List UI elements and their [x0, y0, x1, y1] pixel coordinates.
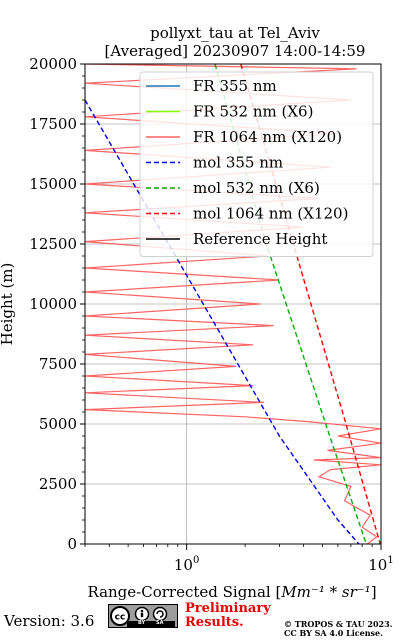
- legend-label: Reference Height: [193, 230, 327, 248]
- y-axis-label: Height (m): [0, 263, 16, 346]
- preliminary-line-2: Results.: [185, 615, 244, 630]
- cc-license-badge: cc BY SA: [108, 604, 178, 628]
- cc-icon: [110, 606, 130, 626]
- version-label: Version: 3.6: [4, 612, 95, 630]
- license-by-text: BY: [138, 620, 146, 626]
- share-alike-icon: [152, 606, 168, 622]
- copyright-line-2: CC BY SA 4.0 License.: [284, 628, 383, 638]
- series-mol-1064-nm-x120: [240, 64, 381, 544]
- legend-label: FR 532 nm (X6): [193, 103, 313, 121]
- legend-label: mol 1064 nm (X120): [193, 205, 348, 223]
- y-tick-label: 5000: [39, 415, 77, 433]
- legend-label: FR 1064 nm (X120): [193, 128, 342, 146]
- preliminary-line-1: Preliminary: [185, 601, 271, 616]
- y-tick-label: 0: [67, 535, 77, 553]
- y-tick-label: 12500: [29, 235, 77, 253]
- y-tick-label: 10000: [29, 295, 77, 313]
- svg-text:cc: cc: [115, 613, 126, 623]
- chart-plot: 0 2500 5000 7500 10000 12500 15000 17500 20000 10…: [0, 55, 394, 600]
- legend-label: mol 355 nm: [193, 154, 283, 172]
- x-axis-label: Range-Corrected Signal [Mm⁻¹ * sr⁻¹]: [87, 583, 376, 600]
- copyright-line-1: © TROPOS & TAU 2023.: [284, 619, 393, 629]
- legend-label: mol 532 nm (X6): [193, 179, 320, 197]
- legend-box: [139, 71, 374, 257]
- x-tick-label: 100: [174, 555, 199, 574]
- y-tick-label: 17500: [29, 115, 77, 133]
- y-tick-label: 20000: [29, 55, 77, 73]
- preliminary-notice: Preliminary Results.: [185, 602, 271, 630]
- license-sa-text: SA: [156, 620, 164, 626]
- chart-subtitle: [Averaged] 20230907 14:00-14:59: [104, 42, 366, 60]
- y-tick-label: 15000: [29, 175, 77, 193]
- copyright-notice: © TROPOS & TAU 2023. CC BY SA 4.0 Licens…: [284, 620, 392, 638]
- series-mol-355-nm: [85, 99, 360, 544]
- legend: FR 355 nm FR 532 nm (X6) FR 1064 nm (X120)…: [139, 71, 374, 257]
- y-tick-label: 2500: [39, 475, 77, 493]
- x-tick-label: 101: [368, 555, 393, 574]
- legend-label: FR 355 nm: [193, 77, 277, 95]
- y-tick-label: 7500: [39, 355, 77, 373]
- chart-title: pollyxt_tau at Tel_Aviv: [150, 24, 320, 42]
